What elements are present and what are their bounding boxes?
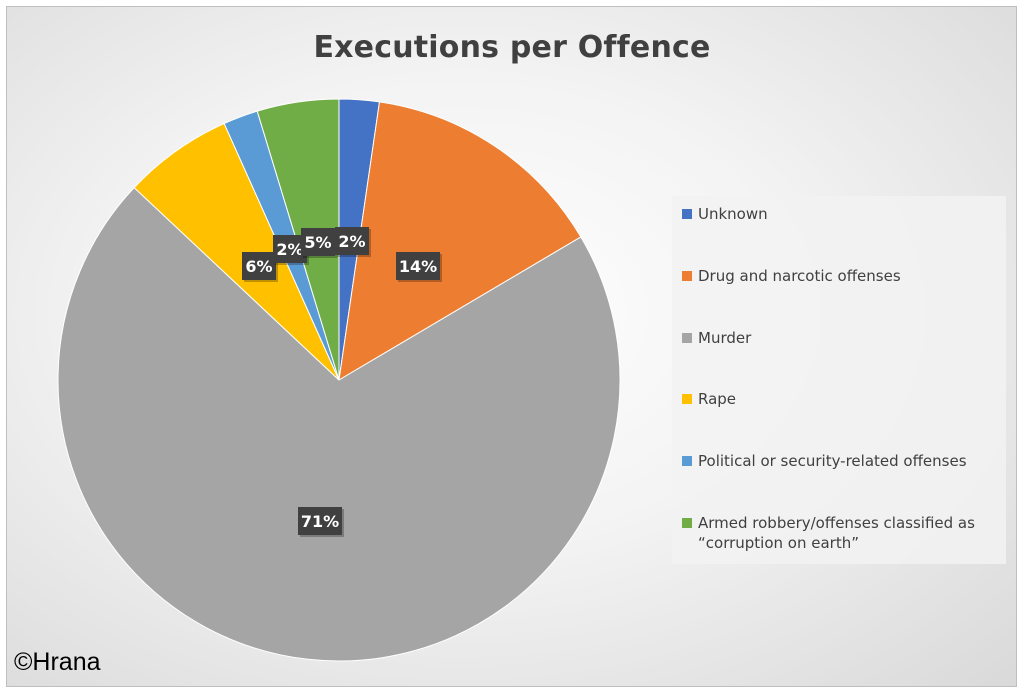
data-label-5: 5% xyxy=(301,228,337,258)
pie-slice-2 xyxy=(57,186,621,662)
data-label-3: 6% xyxy=(242,252,278,282)
legend-swatch xyxy=(682,518,692,528)
legend-item-murder: Murder xyxy=(682,328,1002,348)
data-label-2: 71% xyxy=(298,507,344,537)
legend-swatch xyxy=(682,456,692,466)
data-label-text: 6% xyxy=(245,257,272,276)
legend-item-armed-robbery: Armed robbery/offenses classified as “co… xyxy=(682,513,1002,553)
data-label-box xyxy=(396,252,440,280)
legend-label: Armed robbery/offenses classified as “co… xyxy=(698,514,975,552)
data-label-text: 2% xyxy=(338,232,365,251)
data-label-0: 2% xyxy=(335,227,371,257)
legend-label: Political or security-related offenses xyxy=(698,452,967,470)
pie-slice-1 xyxy=(338,101,582,381)
legend-label: Unknown xyxy=(698,205,768,223)
legend-item-political: Political or security-related offenses xyxy=(682,451,1002,471)
legend-item-rape: Rape xyxy=(682,389,1002,409)
data-label-box xyxy=(301,228,335,256)
data-label-box xyxy=(298,507,342,535)
legend-item-unknown: Unknown xyxy=(682,204,1002,224)
legend-swatch xyxy=(682,394,692,404)
data-label-text: 2% xyxy=(276,240,303,259)
data-label-text: 5% xyxy=(304,233,331,252)
data-label-text: 71% xyxy=(301,512,339,531)
copyright-watermark: ©Hrana xyxy=(14,648,101,676)
data-label-1: 14% xyxy=(396,252,442,282)
legend-swatch xyxy=(682,209,692,219)
data-label-text: 14% xyxy=(399,257,437,276)
data-label-box xyxy=(335,227,369,255)
legend-label: Drug and narcotic offenses xyxy=(698,267,901,285)
data-label-box xyxy=(242,252,276,280)
legend-swatch xyxy=(682,271,692,281)
legend-label: Rape xyxy=(698,390,737,408)
legend-item-drug: Drug and narcotic offenses xyxy=(682,266,1002,286)
legend-swatch xyxy=(682,333,692,343)
legend-label: Murder xyxy=(698,329,752,347)
chart-title: Executions per Offence xyxy=(313,30,711,65)
chart-legend: Unknown Drug and narcotic offenses Murde… xyxy=(672,196,1006,564)
